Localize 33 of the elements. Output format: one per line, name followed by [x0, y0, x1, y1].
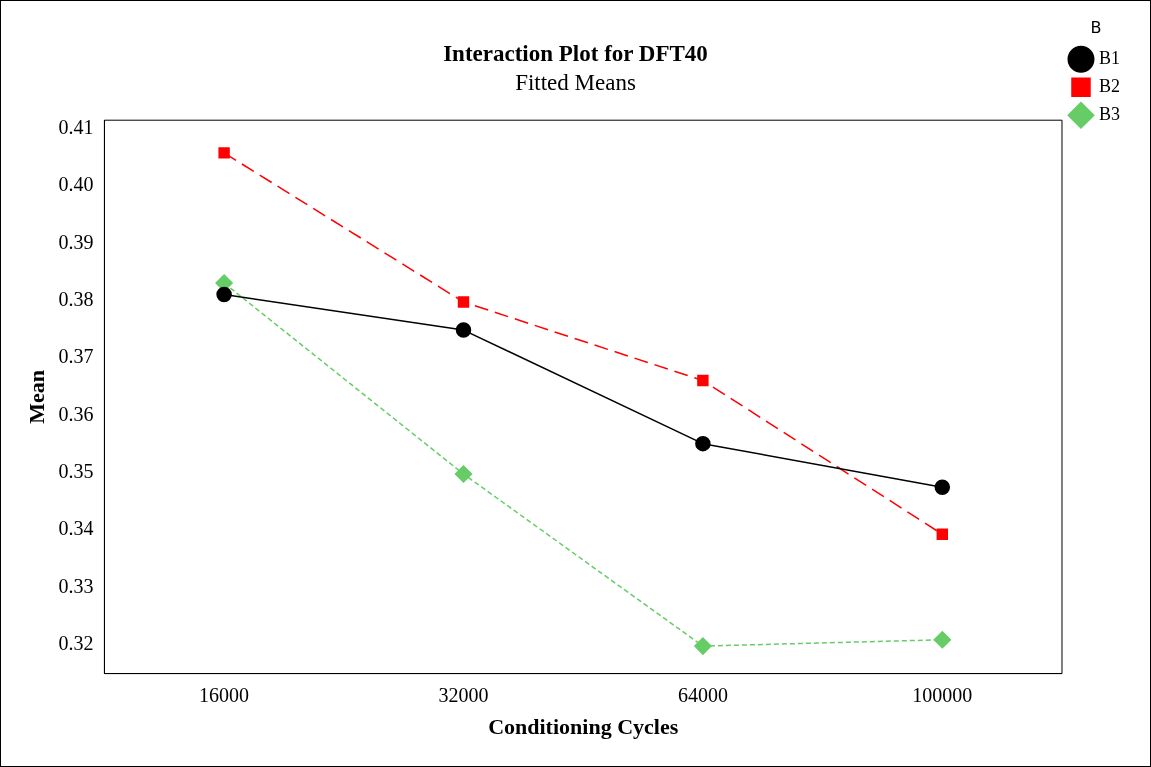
point [457, 296, 470, 308]
y-tick-label: 0.37 [58, 345, 94, 368]
point [455, 322, 472, 338]
point [933, 631, 952, 649]
chart-subtitle: Fitted Means [515, 70, 636, 96]
point [218, 147, 230, 159]
y-tick-label: 0.32 [58, 632, 94, 655]
point [695, 435, 711, 452]
y-tick-label: 0.38 [58, 288, 94, 311]
legend-label: B3 [1098, 103, 1121, 124]
point [934, 479, 951, 495]
chart-title: Interaction Plot for DFT40 [443, 40, 708, 66]
x-axis-title: Conditioning Cycles [488, 714, 679, 740]
x-tick-label: 16000 [199, 683, 250, 706]
point [694, 637, 712, 655]
y-tick-label: 0.40 [58, 173, 94, 196]
y-tick-label: 0.33 [58, 574, 94, 597]
y-axis-title: Mean [23, 370, 49, 424]
point [697, 374, 709, 387]
x-tick-label: 32000 [438, 683, 489, 706]
y-tick-label: 0.34 [58, 517, 94, 540]
x-tick-label: 64000 [677, 683, 728, 706]
legend-label: B1 [1098, 47, 1121, 68]
y-tick-label: 0.35 [58, 460, 94, 483]
y-tick-label: 0.36 [58, 402, 94, 425]
y-tick-label: 0.41 [58, 116, 94, 139]
point [454, 465, 473, 483]
y-tick-label: 0.39 [58, 230, 94, 253]
point [216, 286, 232, 303]
point [936, 528, 948, 540]
legend-label: B2 [1098, 75, 1121, 96]
legend-title: B [1090, 18, 1102, 38]
x-tick-label: 100000 [912, 683, 973, 706]
